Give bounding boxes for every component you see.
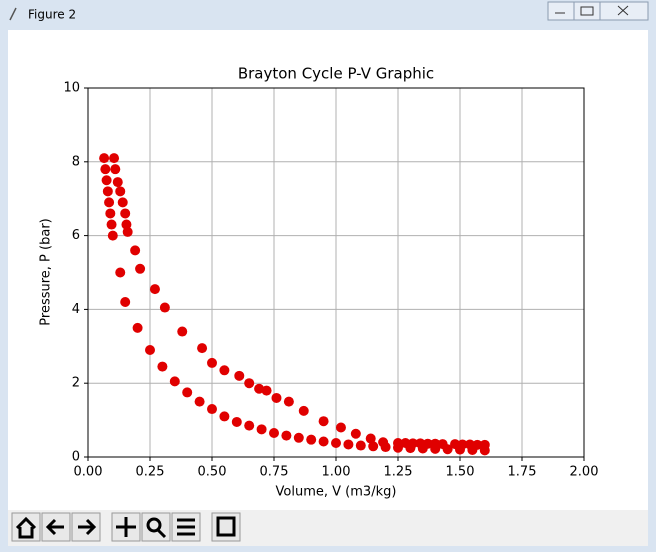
x-axis-label: Volume, V (m3/kg) (276, 485, 397, 500)
scatter-point (479, 445, 490, 456)
scatter-point (331, 437, 341, 448)
toolbar-icons (15, 516, 236, 539)
toolbar (8, 510, 648, 546)
y-tick-label: 6 (72, 228, 80, 243)
scatter-point (318, 436, 329, 447)
scatter-point (365, 433, 376, 444)
plot-frame (87, 87, 585, 458)
x-tick-label: 0.25 (136, 465, 165, 480)
scatter-point (135, 263, 146, 274)
scatter-point (194, 396, 205, 407)
scatter-point (159, 302, 170, 313)
scatter-point (115, 267, 126, 278)
scatter-point (169, 376, 180, 387)
scatter-point (120, 208, 131, 219)
scatter-point (380, 442, 391, 453)
scatter-point (104, 197, 115, 208)
scatter-point (293, 432, 304, 443)
scatter-point (306, 434, 317, 445)
x-tick-label: 0.50 (198, 465, 227, 480)
scatter-point (318, 416, 329, 427)
scatter-point (271, 392, 282, 403)
scatter-point (110, 164, 121, 175)
scatter-point (122, 226, 133, 237)
scatter-point (149, 284, 160, 295)
scatter-point (207, 357, 217, 368)
zoom-button[interactable] (141, 512, 171, 542)
scatter-point (244, 420, 255, 431)
x-tick-label: 1.00 (322, 465, 351, 480)
y-tick-label: 4 (72, 302, 80, 317)
app-icon (9, 7, 17, 21)
scatter-point (182, 387, 193, 398)
scatter-point (234, 370, 245, 381)
scatter-point (219, 365, 230, 376)
scatter-point (101, 175, 112, 186)
scatter-point (256, 424, 267, 435)
x-tick-label: 1.50 (446, 465, 475, 480)
scatter-point (219, 411, 230, 422)
x-tick-label: 0.00 (74, 465, 103, 480)
scatter-point (417, 443, 428, 454)
x-tick-label: 1.75 (508, 465, 537, 480)
scatter-point (335, 422, 346, 433)
scatter-point (244, 378, 255, 389)
scatter-point (130, 245, 141, 256)
scatter-point (467, 444, 478, 455)
scatter-point (120, 297, 131, 308)
scatter-point (99, 153, 110, 164)
chart-title: Brayton Cycle P-V Graphic (238, 65, 434, 83)
scatter-point (350, 428, 361, 439)
window-title: Figure 2 (28, 8, 76, 22)
scatter-point (298, 405, 309, 416)
scatter-point (106, 219, 117, 230)
scatter-point (157, 361, 168, 372)
y-axis-label: Pressure, P (bar) (39, 218, 54, 325)
window-button-icons (555, 5, 629, 16)
scatter-point (100, 164, 111, 175)
scatter-point (105, 208, 116, 219)
scatter-point (102, 186, 113, 197)
y-tick-label: 0 (72, 450, 80, 465)
scatter-point (393, 442, 403, 453)
scatter-point (109, 153, 120, 164)
scatter-point (132, 322, 143, 333)
scatter-point (442, 444, 453, 455)
y-tick-label: 10 (63, 81, 80, 96)
scatter-point (269, 428, 279, 439)
scatter-point (355, 440, 366, 451)
scatter-point (197, 343, 208, 354)
maximize-button[interactable] (573, 1, 601, 21)
scatter-point (107, 230, 118, 241)
scatter-point (207, 404, 217, 415)
x-tick-label: 0.75 (260, 465, 289, 480)
scatter-point (343, 439, 354, 450)
scatter-point (430, 443, 441, 454)
scatter-point (177, 326, 188, 337)
scatter-point (455, 444, 465, 455)
scatter-point (261, 385, 272, 396)
minimize-button[interactable] (547, 1, 575, 21)
scatter-point (117, 197, 128, 208)
y-tick-label: 2 (72, 376, 80, 391)
scatter-point (112, 177, 123, 188)
x-tick-label: 1.25 (384, 465, 413, 480)
scatter-point (121, 219, 132, 230)
y-tick-label: 8 (72, 154, 80, 169)
scatter-point (231, 416, 242, 427)
scatter-point (281, 430, 292, 441)
scatter-point (283, 396, 294, 407)
x-tick-label: 2.00 (570, 465, 599, 480)
scatter-point (405, 443, 416, 454)
scatter-point (145, 344, 155, 355)
scatter-point (368, 441, 379, 452)
scatter-point (115, 186, 126, 197)
